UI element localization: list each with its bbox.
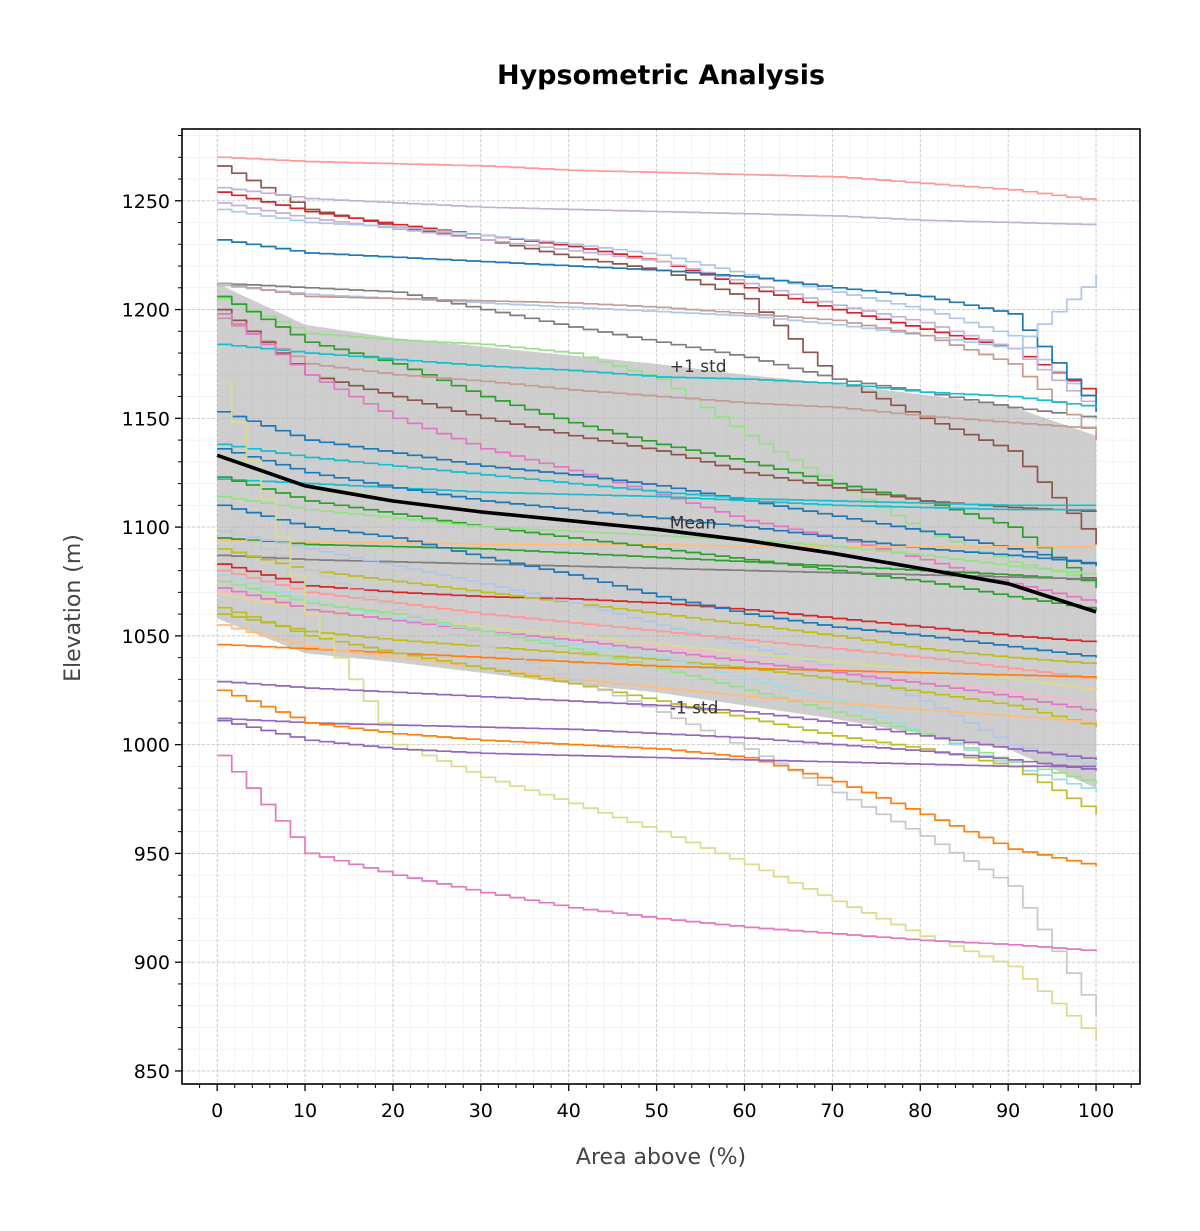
series-line-30: [217, 569, 1097, 680]
series-line-16: [217, 313, 1097, 604]
annotation-plus-std: +1 std: [670, 357, 727, 377]
series-line-27: [217, 504, 1097, 658]
y-tick-label: 900: [134, 952, 170, 974]
y-tick-label: 1050: [122, 626, 170, 648]
mean-layer: [216, 453, 1097, 614]
series-line-3: [217, 186, 1097, 226]
series-layer: [217, 156, 1097, 1041]
series-line-38: [217, 624, 1097, 723]
series-line-43: [217, 717, 1097, 771]
x-tick-label: 100: [1078, 1100, 1114, 1122]
y-axis-label: Elevation (m): [61, 534, 86, 682]
y-tick-label: 1000: [122, 735, 170, 757]
x-tick-label: 10: [293, 1100, 317, 1122]
series-line-22: [217, 476, 1097, 610]
series-line-35: [217, 574, 1097, 793]
x-tick-label: 30: [469, 1100, 493, 1122]
plot-frame: [181, 128, 1141, 1085]
series-line-29: [217, 530, 1097, 767]
series-line-11: [217, 297, 1097, 582]
y-tick-label: 1150: [122, 408, 170, 430]
series-line-45: [217, 719, 1097, 768]
series-line-18: [217, 443, 1097, 507]
y-tick-label: 1100: [122, 517, 170, 539]
y-axis: 850 900 950 1000 1050 1100 1150 1200 1250: [122, 135, 182, 1083]
chart-title: Hypsometric Analysis: [497, 60, 825, 91]
annotation-layer: +1 std Mean -1 std: [670, 357, 727, 719]
y-tick-label: 1250: [122, 191, 170, 213]
series-line-23: [217, 495, 1097, 575]
mean-line: [216, 453, 1097, 614]
x-tick-label: 40: [557, 1100, 581, 1122]
series-line-1: [217, 156, 1097, 201]
series-line-7: [217, 239, 1097, 412]
series-line-13: [217, 343, 1097, 408]
annotation-minus-std: -1 std: [670, 699, 719, 719]
x-tick-label: 90: [996, 1100, 1020, 1122]
series-line-46: [217, 754, 1097, 952]
series-line-41: [217, 382, 1097, 1041]
x-axis: 0 10 20 30 40 50 60 70 80 90 100: [199, 1084, 1132, 1122]
series-line-28: [217, 548, 1097, 665]
x-tick-label: 0: [211, 1100, 223, 1122]
series-line-9: [217, 282, 1097, 419]
x-axis-label: Area above (%): [576, 1145, 746, 1170]
series-line-42: [217, 680, 1097, 760]
y-tick-label: 850: [134, 1061, 170, 1083]
series-line-14: [217, 317, 1097, 430]
series-line-34: [217, 613, 1097, 728]
series-line-20: [217, 447, 1097, 565]
series-line-33: [217, 587, 1097, 712]
y-tick-label: 1200: [122, 300, 170, 322]
series-line-19: [217, 478, 1097, 511]
annotation-mean: Mean: [670, 514, 716, 534]
x-tick-label: 70: [820, 1100, 844, 1122]
y-tick-label: 950: [134, 843, 170, 865]
series-line-10: [217, 282, 1097, 441]
series-line-40: [217, 526, 1097, 1017]
series-line-21: [217, 539, 1097, 548]
x-tick-label: 60: [732, 1100, 756, 1122]
x-tick-label: 50: [645, 1100, 669, 1122]
series-line-6: [217, 208, 1097, 408]
series-line-36: [217, 580, 1097, 784]
x-tick-label: 80: [908, 1100, 932, 1122]
series-line-44: [217, 689, 1097, 867]
x-tick-label: 20: [381, 1100, 405, 1122]
series-line-17: [217, 410, 1097, 567]
